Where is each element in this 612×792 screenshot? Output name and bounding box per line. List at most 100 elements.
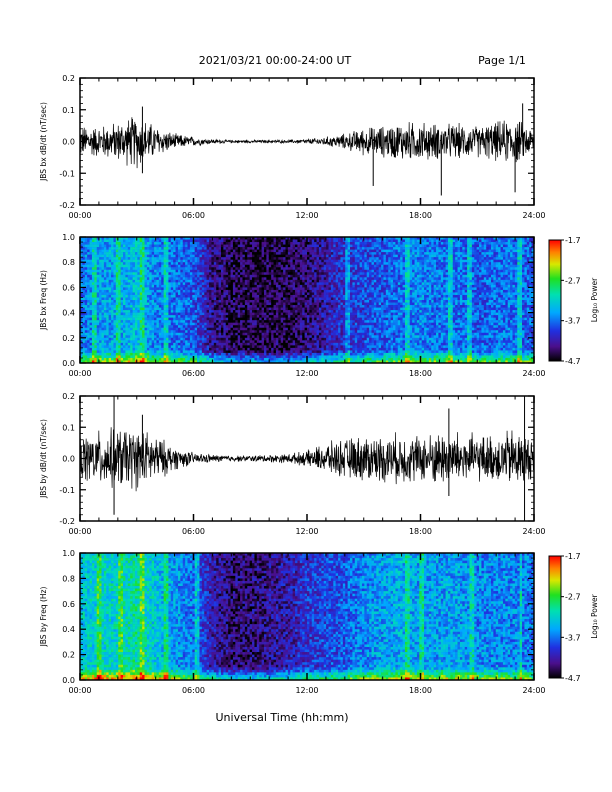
- heatmap-cell: [151, 310, 155, 313]
- heatmap-cell: [139, 310, 143, 313]
- heatmap-cell: [218, 352, 222, 356]
- heatmap-cell: [106, 274, 109, 278]
- heatmap-cell: [199, 247, 203, 250]
- heatmap-cell: [170, 305, 174, 308]
- heatmap-cell: [228, 237, 231, 240]
- heatmap-cell: [216, 345, 219, 349]
- heatmap-cell: [304, 259, 308, 263]
- heatmap-cell: [123, 330, 126, 334]
- heatmap-cell: [154, 252, 157, 255]
- heatmap-cell: [240, 252, 243, 255]
- heatmap-cell: [175, 257, 179, 260]
- heatmap-cell: [254, 317, 258, 321]
- heatmap-cell: [163, 345, 167, 349]
- heatmap-cell: [142, 294, 145, 298]
- heatmap-cell: [201, 315, 205, 318]
- heatmap-cell: [204, 320, 207, 323]
- heatmap-cell: [228, 332, 231, 336]
- heatmap-cell: [123, 277, 126, 281]
- heatmap-cell: [209, 360, 212, 364]
- heatmap-cell: [91, 305, 95, 308]
- heatmap-cell: [108, 289, 112, 293]
- heatmap-cell: [118, 272, 121, 276]
- heatmap-cell: [223, 330, 227, 334]
- heatmap-cell: [177, 345, 181, 349]
- heatmap-cell: [103, 284, 107, 288]
- heatmap-cell: [187, 327, 191, 331]
- heatmap-cell: [280, 345, 284, 349]
- heatmap-cell: [115, 347, 119, 351]
- heatmap-cell: [144, 352, 148, 356]
- heatmap-cell: [96, 264, 100, 268]
- heatmap-cell: [194, 307, 198, 311]
- heatmap-cell: [290, 322, 293, 326]
- heatmap-cell: [307, 325, 310, 329]
- heatmap-cell: [216, 312, 219, 316]
- heatmap-cell: [154, 254, 157, 258]
- heatmap-cell: [151, 257, 155, 260]
- heatmap-cell: [170, 272, 174, 276]
- heatmap-cell: [259, 242, 262, 245]
- heatmap-cell: [149, 237, 152, 240]
- heatmap-cell: [307, 345, 310, 349]
- heatmap-cell: [194, 284, 198, 288]
- heatmap-cell: [149, 310, 152, 313]
- heatmap-cell: [204, 307, 207, 311]
- heatmap-cell: [268, 247, 272, 250]
- heatmap-cell: [151, 312, 155, 316]
- heatmap-cell: [115, 340, 119, 344]
- heatmap-cell: [108, 347, 112, 351]
- heatmap-cell: [103, 279, 107, 283]
- heatmap-cell: [197, 325, 200, 329]
- heatmap-cell: [266, 352, 270, 356]
- heatmap-cell: [299, 347, 303, 351]
- heatmap-cell: [182, 355, 186, 359]
- heatmap-cell: [235, 254, 239, 258]
- heatmap-cell: [295, 312, 298, 316]
- heatmap-cell: [295, 279, 298, 283]
- heatmap-cell: [120, 269, 124, 273]
- heatmap-cell: [223, 282, 227, 286]
- heatmap-cell: [108, 249, 112, 253]
- heatmap-cell: [173, 267, 176, 271]
- heatmap-cell: [242, 289, 246, 293]
- heatmap-cell: [268, 347, 272, 351]
- heatmap-cell: [144, 257, 148, 260]
- heatmap-cell: [103, 360, 107, 364]
- heatmap-cell: [302, 330, 305, 334]
- heatmap-cell: [125, 294, 129, 298]
- heatmap-cell: [146, 357, 150, 361]
- heatmap-cell: [256, 337, 260, 341]
- heatmap-cell: [297, 262, 301, 266]
- heatmap-cell: [199, 274, 203, 278]
- heatmap-cell: [118, 345, 121, 349]
- heatmap-cell: [206, 340, 210, 344]
- heatmap-cell: [256, 262, 260, 266]
- heatmap-cell: [103, 335, 107, 339]
- heatmap-cell: [91, 315, 95, 318]
- heatmap-cell: [151, 287, 155, 291]
- heatmap-cell: [283, 342, 286, 346]
- heatmap-cell: [146, 267, 150, 271]
- heatmap-cell: [96, 292, 100, 296]
- heatmap-cell: [242, 305, 246, 308]
- heatmap-cell: [96, 287, 100, 291]
- heatmap-cell: [237, 297, 241, 301]
- heatmap-cell: [220, 352, 224, 356]
- heatmap-cell: [94, 325, 98, 329]
- heatmap-cell: [283, 267, 286, 271]
- heatmap-cell: [297, 345, 301, 349]
- heatmap-cell: [280, 352, 284, 356]
- heatmap-cell: [297, 277, 301, 281]
- heatmap-cell: [80, 252, 83, 255]
- heatmap-cell: [309, 317, 313, 321]
- heatmap-cell: [120, 350, 124, 354]
- heatmap-cell: [106, 350, 109, 354]
- heatmap-cell: [111, 242, 114, 245]
- heatmap-cell: [91, 332, 95, 336]
- heatmap-cell: [235, 247, 239, 250]
- heatmap-cell: [290, 315, 293, 318]
- heatmap-cell: [285, 355, 289, 359]
- heatmap-cell: [156, 282, 160, 286]
- heatmap-cell: [247, 292, 250, 296]
